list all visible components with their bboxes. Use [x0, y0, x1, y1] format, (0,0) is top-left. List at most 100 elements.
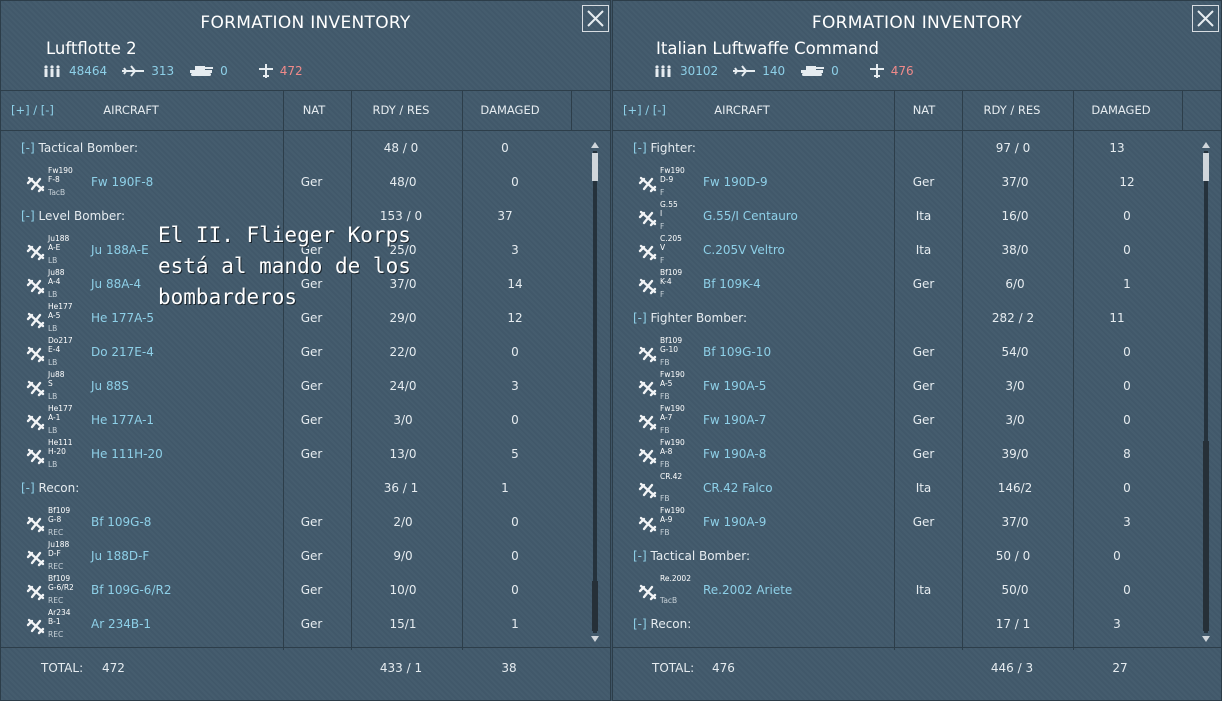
aircraft-name-link[interactable]: He 111H-20	[91, 447, 163, 461]
aircraft-row[interactable]: Ar234 B-1 REC Ar 234B-1 Ger 15/1 1	[1, 607, 610, 641]
aircraft-row[interactable]: Fw190 A-8 FB Fw 190A-8 Ger 39/0 8	[613, 437, 1221, 471]
group-label[interactable]: [-] Recon:	[633, 607, 873, 641]
aircraft-row[interactable]: Fw190 A-9 FB Fw 190A-9 Ger 37/0 3	[613, 505, 1221, 539]
scroll-thumb[interactable]	[1203, 153, 1209, 181]
nat-column-header: NAT	[912, 103, 936, 117]
aircraft-code: Ju88 A-4	[48, 268, 65, 286]
group-header-row[interactable]: [-] Fighter: 97 / 0 13	[613, 131, 1221, 165]
scroll-up-icon[interactable]	[1201, 141, 1211, 149]
aircraft-role: FB	[660, 426, 670, 435]
aircraft-unit-icon: CR.42 FB	[638, 472, 686, 503]
group-header-row[interactable]: [-] Fighter Bomber: 282 / 2 11	[613, 301, 1221, 335]
close-button[interactable]	[1192, 5, 1219, 32]
aircraft-name-link[interactable]: Fw 190A-7	[703, 413, 767, 427]
aircraft-name-link[interactable]: Bf 109G-8	[91, 515, 152, 529]
aircraft-silhouette-icon	[638, 176, 657, 193]
aircraft-unit-icon: Fw190 A-9 FB	[638, 506, 686, 537]
aircraft-name-link[interactable]: Bf 109G-6/R2	[91, 583, 172, 597]
aircraft-name-link[interactable]: Bf 109G-10	[703, 345, 772, 359]
scroll-down-icon[interactable]	[590, 635, 600, 643]
aircraft-name-link[interactable]: C.205V Veltro	[703, 243, 785, 257]
aircraft-code: Ar234 B-1	[48, 608, 71, 626]
aircraft-name-link[interactable]: Fw 190F-8	[91, 175, 154, 189]
collapse-toggle[interactable]: [-]	[633, 141, 647, 155]
aircraft-row[interactable]: CR.42 FB CR.42 Falco Ita 146/2 0	[613, 471, 1221, 505]
aircraft-code: CR.42	[660, 472, 683, 481]
aircraft-name-link[interactable]: Ju 188D-F	[91, 549, 150, 563]
aircraft-row[interactable]: Ju88 S LB Ju 88S Ger 24/0 3	[1, 369, 610, 403]
aircraft-row[interactable]: Ju188 D-F REC Ju 188D-F Ger 9/0 0	[1, 539, 610, 573]
collapse-toggle[interactable]: [-]	[21, 209, 35, 223]
aircraft-row[interactable]: Ju188 A-E LB Ju 188A-E Ger 25/0 3	[1, 233, 610, 267]
aircraft-unit-icon: Fw190 D-9 F	[638, 166, 686, 197]
group-label[interactable]: [-] Fighter:	[633, 131, 873, 165]
aircraft-silhouette-icon	[638, 210, 657, 227]
scroll-thumb[interactable]	[592, 153, 598, 181]
aircraft-name-link[interactable]: Re.2002 Ariete	[703, 583, 793, 597]
aircraft-row[interactable]: Bf109 K-4 F Bf 109K-4 Ger 6/0 1	[613, 267, 1221, 301]
scrollbar[interactable]	[590, 141, 600, 643]
aircraft-row[interactable]: G.55 I F G.55/I Centauro Ita 16/0 0	[613, 199, 1221, 233]
aircraft-silhouette-icon	[638, 448, 657, 465]
group-rdy-res: 282 / 2	[991, 311, 1035, 325]
aircraft-row[interactable]: Do217 E-4 LB Do 217E-4 Ger 22/0 0	[1, 335, 610, 369]
aircraft-name-link[interactable]: CR.42 Falco	[703, 481, 773, 495]
expand-collapse-all-toggle[interactable]: [+] / [-]	[623, 103, 666, 117]
aircraft-name-link[interactable]: Ju 188A-E	[91, 243, 149, 257]
aircraft-name-link[interactable]: Ar 234B-1	[91, 617, 152, 631]
aircraft-row[interactable]: He177 A-1 LB He 177A-1 Ger 3/0 0	[1, 403, 610, 437]
nationality: Ger	[300, 379, 323, 393]
aircraft-name-link[interactable]: Fw 190D-9	[703, 175, 768, 189]
group-label[interactable]: [-] Tactical Bomber:	[21, 131, 261, 165]
aircraft-name-link[interactable]: He 177A-1	[91, 413, 155, 427]
collapse-toggle[interactable]: [-]	[633, 549, 647, 563]
aircraft-row[interactable]: He111 H-20 LB He 111H-20 Ger 13/0 5	[1, 437, 610, 471]
expand-collapse-all-toggle[interactable]: [+] / [-]	[11, 103, 54, 117]
scroll-down-icon[interactable]	[1201, 635, 1211, 643]
scrollbar[interactable]	[1201, 141, 1211, 643]
collapse-toggle[interactable]: [-]	[21, 141, 35, 155]
aircraft-row[interactable]: Re.2002 TacB Re.2002 Ariete Ita 50/0 0	[613, 573, 1221, 607]
aircraft-row[interactable]: Ju88 A-4 LB Ju 88A-4 Ger 37/0 14	[1, 267, 610, 301]
close-button[interactable]	[582, 5, 609, 32]
aircraft-row[interactable]: C.205 V F C.205V Veltro Ita 38/0 0	[613, 233, 1221, 267]
group-header-row[interactable]: [-] Level Bomber: 153 / 0 37	[1, 199, 610, 233]
aircraft-row[interactable]: Fw190 F-8 TacB Fw 190F-8 Ger 48/0 0	[1, 165, 610, 199]
aircraft-role: LB	[48, 290, 58, 299]
aircraft-name-link[interactable]: Ju 88A-4	[91, 277, 142, 291]
aircraft-name-link[interactable]: Ju 88S	[91, 379, 129, 393]
aircraft-count: 140	[762, 64, 786, 78]
aircraft-name-link[interactable]: Do 217E-4	[91, 345, 154, 359]
aircraft-row[interactable]: Fw190 D-9 F Fw 190D-9 Ger 37/0 12	[613, 165, 1221, 199]
group-label[interactable]: [-] Fighter Bomber:	[633, 301, 873, 335]
aircraft-silhouette-icon	[26, 618, 45, 635]
group-header-row[interactable]: [-] Tactical Bomber: 50 / 0 0	[613, 539, 1221, 573]
aircraft-row[interactable]: Bf109 G-8 REC Bf 109G-8 Ger 2/0 0	[1, 505, 610, 539]
aircraft-row[interactable]: Bf109 G-10 FB Bf 109G-10 Ger 54/0 0	[613, 335, 1221, 369]
aircraft-name-link[interactable]: Fw 190A-5	[703, 379, 767, 393]
collapse-toggle[interactable]: [-]	[633, 617, 647, 631]
scroll-up-icon[interactable]	[590, 141, 600, 149]
group-header-row[interactable]: [-] Recon: 36 / 1 1	[1, 471, 610, 505]
aircraft-name-link[interactable]: Fw 190A-9	[703, 515, 767, 529]
group-header-row[interactable]: [-] Tactical Bomber: 48 / 0 0	[1, 131, 610, 165]
aircraft-role: LB	[48, 324, 58, 333]
group-label[interactable]: [-] Recon:	[21, 471, 261, 505]
group-header-row[interactable]: [-] Recon: 17 / 1 3	[613, 607, 1221, 641]
aircraft-name-link[interactable]: He 177A-5	[91, 311, 155, 325]
losses-stat: 472	[258, 64, 303, 78]
group-label[interactable]: [-] Tactical Bomber:	[633, 539, 873, 573]
aircraft-name-link[interactable]: G.55/I Centauro	[703, 209, 798, 223]
collapse-toggle[interactable]: [-]	[21, 481, 35, 495]
aircraft-name-link[interactable]: Bf 109K-4	[703, 277, 761, 291]
aircraft-row[interactable]: Fw190 A-7 FB Fw 190A-7 Ger 3/0 0	[613, 403, 1221, 437]
aircraft-row[interactable]: Bf109 G-6/R2 REC Bf 109G-6/R2 Ger 10/0 0	[1, 573, 610, 607]
nationality: Ita	[915, 583, 932, 597]
collapse-toggle[interactable]: [-]	[633, 311, 647, 325]
aircraft-row[interactable]: He177 A-5 LB He 177A-5 Ger 29/0 12	[1, 301, 610, 335]
aircraft-name-link[interactable]: Fw 190A-8	[703, 447, 767, 461]
damaged-column-header: DAMAGED	[1091, 103, 1151, 117]
group-label[interactable]: [-] Level Bomber:	[21, 199, 261, 233]
vehicles-stat: 0	[799, 64, 839, 78]
aircraft-row[interactable]: Fw190 A-5 FB Fw 190A-5 Ger 3/0 0	[613, 369, 1221, 403]
